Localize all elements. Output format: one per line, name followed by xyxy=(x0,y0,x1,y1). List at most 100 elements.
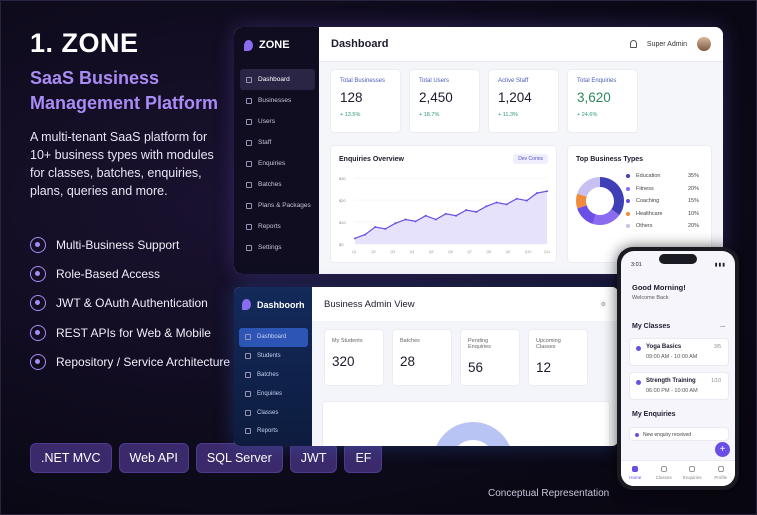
dashboard-icon xyxy=(246,76,252,83)
stat-value: 3,620 xyxy=(577,90,611,105)
data-point xyxy=(546,190,548,193)
x-tick-label: Q10 xyxy=(525,250,532,254)
sidebar-item-classes[interactable]: Classes xyxy=(239,403,308,422)
sidebar-item-students[interactable]: Students xyxy=(239,347,308,366)
business-topbar: Business Admin View ⚙ xyxy=(312,287,618,321)
tab-home[interactable]: Home xyxy=(621,461,650,486)
x-tick-label: Q2 xyxy=(371,250,376,254)
data-point xyxy=(414,220,417,223)
architecture-icon xyxy=(30,354,46,371)
chat-icon xyxy=(689,466,696,472)
nav-label: Batches xyxy=(257,371,279,378)
business-nav: Dashboard Students Batches Enquiries Cla… xyxy=(239,328,308,441)
admin-nav: Dashboard Businesses Users Staff Enquiri… xyxy=(240,69,315,258)
donut-slice xyxy=(576,193,587,209)
sidebar-item-reports[interactable]: Reports xyxy=(239,422,308,441)
sidebar-item-settings[interactable]: Settings xyxy=(240,237,315,258)
data-point xyxy=(535,192,538,195)
x-tick-label: Q5 xyxy=(429,250,434,254)
tech-tags: .NET MVC Web API SQL Server JWT EF xyxy=(30,443,383,473)
avatar[interactable] xyxy=(697,37,711,51)
user-menu[interactable]: Super Admin xyxy=(629,37,711,51)
sidebar-item-enquiries[interactable]: Enquiries xyxy=(239,384,308,403)
sidebar-item-dashboard[interactable]: Dashboard xyxy=(239,328,308,347)
add-button[interactable]: + xyxy=(715,442,730,457)
calendar-icon xyxy=(660,466,667,472)
stat-value: 128 xyxy=(340,90,363,105)
sidebar-item-users[interactable]: Users xyxy=(240,111,315,132)
nav-label: Staff xyxy=(258,139,272,146)
business-sidebar: Dashboorh Dashboard Students Batches Enq… xyxy=(234,287,312,446)
stat-label: Total Enquiries xyxy=(577,78,617,84)
class-card[interactable]: Strength Training 06:00 PM - 10:00 AM 1/… xyxy=(629,372,729,400)
legend-dot-icon xyxy=(626,186,630,191)
x-tick-label: Q6 xyxy=(448,250,453,254)
mobile-phone: 3:01 ▮▮▮ Good Morning! Welcome Back My C… xyxy=(617,247,739,490)
nav-label: Users xyxy=(258,118,275,125)
class-card[interactable]: Yoga Basics 09:00 AM - 10:00 AM 3/5 xyxy=(629,338,729,366)
sidebar-item-batches[interactable]: Batches xyxy=(239,366,308,385)
hero-description: A multi-tenant SaaS platform for 10+ bus… xyxy=(30,130,214,198)
phone-notch xyxy=(659,254,697,264)
tab-classes[interactable]: Classes xyxy=(650,461,679,486)
bell-icon[interactable] xyxy=(629,40,637,48)
legend-item: Coaching 15% xyxy=(626,195,699,208)
nav-label: Enquiries xyxy=(257,390,283,397)
filter-pill[interactable]: Dev Conns xyxy=(513,154,548,164)
tab-enquiries[interactable]: Enquiries xyxy=(678,461,707,486)
stat-label: Pending Enquiries xyxy=(468,338,491,350)
sidebar-item-plans[interactable]: Plans & Packages xyxy=(240,195,315,216)
legend-value: 20% xyxy=(687,185,699,192)
data-point xyxy=(424,214,427,217)
api-icon xyxy=(30,324,46,341)
business-chart-panel xyxy=(322,401,610,446)
settings-icon[interactable]: ⚙ xyxy=(600,301,606,308)
data-point xyxy=(515,197,518,200)
donut-slice xyxy=(577,177,600,197)
enquiry-icon xyxy=(246,160,252,167)
toggle-icon[interactable]: ⊶ xyxy=(720,324,725,330)
stat-value: 2,450 xyxy=(419,90,453,105)
sidebar-item-staff[interactable]: Staff xyxy=(240,132,315,153)
profile-icon xyxy=(717,466,724,472)
sidebar-item-reports[interactable]: Reports xyxy=(240,216,315,237)
network-icon xyxy=(30,236,46,253)
area-fill xyxy=(355,191,547,244)
data-point xyxy=(525,199,528,202)
data-point xyxy=(374,226,377,229)
caption: Conceptual Representation xyxy=(488,488,610,499)
tab-label: Enquiries xyxy=(682,475,702,480)
nav-label: Batches xyxy=(258,181,282,188)
sidebar-item-enquiries[interactable]: Enquiries xyxy=(240,153,315,174)
nav-label: Enquiries xyxy=(258,160,286,167)
legend-item: Healthcare 10% xyxy=(626,208,699,221)
tab-profile[interactable]: Profile xyxy=(707,461,736,486)
legend-label: Coaching xyxy=(636,198,660,205)
feature-item: REST APIs for Web & Mobile xyxy=(30,318,230,347)
stat-card: Upcoming Classes 12 xyxy=(528,329,588,386)
tech-tag: JWT xyxy=(289,443,338,473)
sidebar-item-dashboard[interactable]: Dashboard xyxy=(240,69,315,90)
admin-dashboard-window: ZONE Dashboard Businesses Users Staff En… xyxy=(234,27,723,274)
legend-dot-icon xyxy=(626,174,630,179)
stat-card: Total Enquiries 3,620 + 24.6% xyxy=(567,69,638,133)
sidebar-item-businesses[interactable]: Businesses xyxy=(240,90,315,111)
enquiry-item[interactable]: New enquiry received xyxy=(629,427,729,441)
legend-item: Others 20% xyxy=(626,220,699,233)
building-icon xyxy=(246,97,252,104)
x-tick-label: Q8 xyxy=(486,250,491,254)
sidebar-item-batches[interactable]: Batches xyxy=(240,174,315,195)
nav-label: Settings xyxy=(258,244,282,251)
greeting: Good Morning! xyxy=(632,283,686,292)
business-chart-preview xyxy=(436,422,510,446)
nav-label: Reports xyxy=(257,428,279,435)
stat-card: Total Users 2,450 + 18.7% xyxy=(409,69,480,133)
home-icon xyxy=(632,466,639,472)
donut-slice xyxy=(577,205,596,224)
legend-value: 35% xyxy=(687,173,699,180)
feature-item: Repository / Service Architecture xyxy=(30,348,230,377)
logo-icon xyxy=(242,299,251,310)
feature-label: Role-Based Access xyxy=(56,267,161,282)
feature-label: REST APIs for Web & Mobile xyxy=(56,325,211,340)
x-tick-label: Q9 xyxy=(506,250,511,254)
